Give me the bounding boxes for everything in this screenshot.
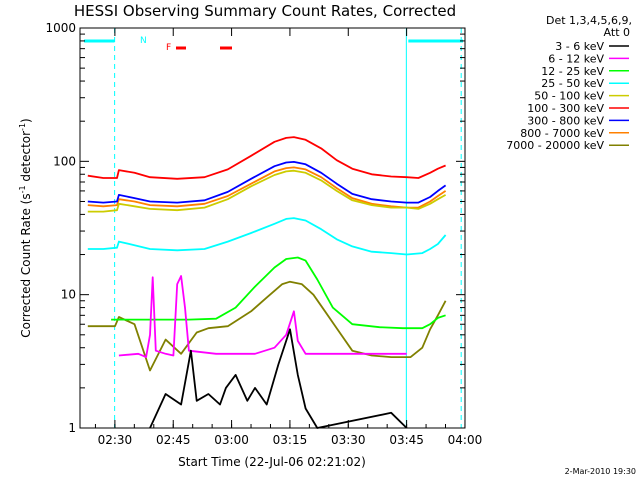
legend-header-attenuator: Att 0 [604,26,630,39]
plot-area [79,27,466,429]
legend-label-6: 100 - 300 keV [527,102,604,115]
y-axis-label-suffix: ) [19,118,33,123]
x-axis: 02:30 02:45 03:00 03:15 03:30 03:45 04:00 [94,28,483,447]
series-line-6 [87,136,446,180]
x-axis-label: Start Time (22-Jul-06 02:21:02) [178,455,366,469]
y-tick-label-4: 1000 [45,21,76,35]
legend-label-5: 50 - 100 keV [534,90,604,103]
y-tick-label-3: 100 [53,154,76,168]
x-tick-label-2: 02:45 [156,433,191,447]
legend-label-7: 300 - 800 keV [527,114,604,127]
y-axis-label-mid: detector [19,131,33,186]
flag-n-label: N [140,36,147,46]
legend-label-1: 3 - 6 keV [555,40,604,53]
x-tick-label-1: 02:30 [98,433,133,447]
series-line-4 [87,217,447,256]
date-stamp: 2-Mar-2010 19:30 [565,467,636,476]
legend-label-4: 25 - 50 keV [541,77,604,90]
legend-label-8: 800 - 7000 keV [520,127,604,140]
marks-layer [84,28,463,429]
series-line-9 [87,280,447,372]
y-axis-label-prefix: Corrected Count Rate (s [19,193,33,337]
series-line-2 [118,275,407,359]
x-tick-label-3: 03:00 [214,433,249,447]
series-line-3 [111,256,446,330]
y-axis: 1 10 100 1000 [45,21,465,435]
y-axis-label-sup2: -1 [18,123,27,131]
x-tick-label-4: 03:15 [273,433,308,447]
y-tick-label-2: 10 [61,288,76,302]
y-tick-label-1: 1 [68,421,76,435]
y-axis-label-sup1: -1 [18,185,27,193]
x-tick-label-5: 03:30 [331,433,366,447]
legend-label-2: 6 - 12 keV [548,52,604,65]
legend-label-9: 7000 - 20000 keV [506,139,604,152]
legend-header-detectors: Det 1,3,4,5,6,9, [546,14,632,27]
chart-title: HESSI Observing Summary Count Rates, Cor… [74,2,456,20]
x-tick-label-7: 04:00 [448,433,483,447]
legend-label-3: 12 - 25 keV [541,65,604,78]
series-line-5 [87,169,447,213]
series-line-7 [87,160,447,204]
series-line-1 [149,328,408,429]
flag-f-label: F [166,43,171,53]
y-axis-label: Corrected Count Rate (s-1 detector-1) [18,118,33,337]
x-tick-label-6: 03:45 [389,433,424,447]
plot-frame [79,27,466,429]
